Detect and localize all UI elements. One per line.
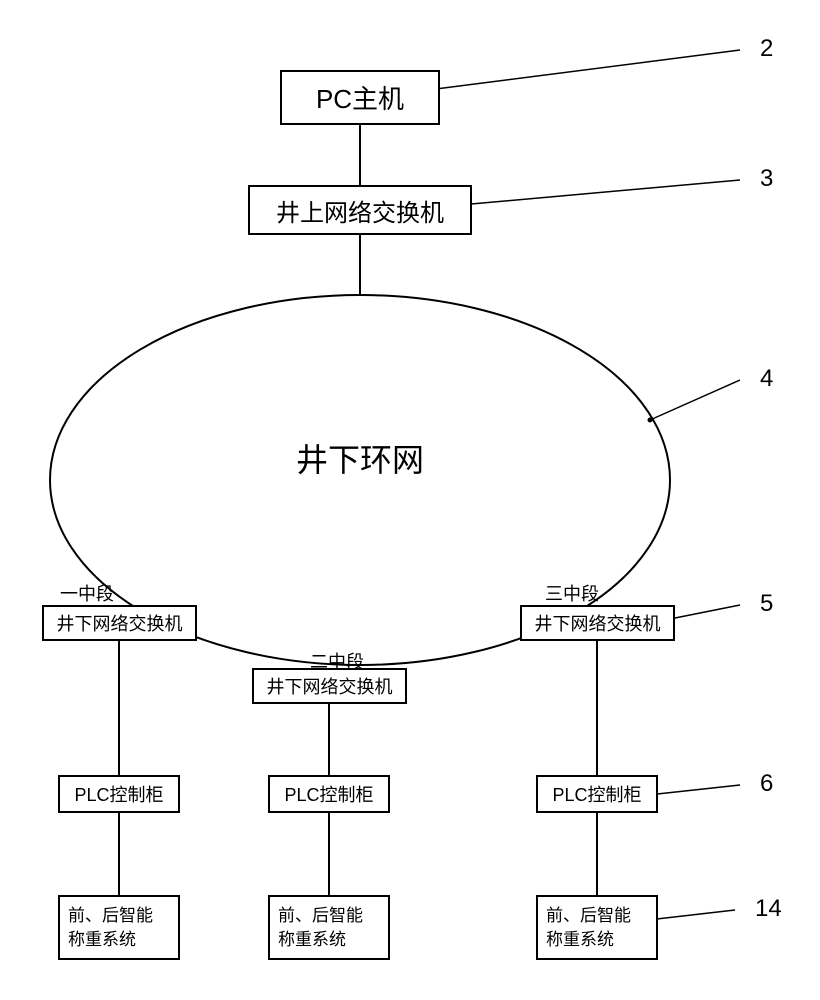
plc1-label: PLC控制柜 [74,781,163,807]
plc3-box: PLC控制柜 [536,775,658,813]
ring-network-label: 井下环网 [260,435,460,481]
callout-3: 3 [760,165,773,193]
weigh2-line2: 称重系统 [278,928,346,952]
switch2-box: 井下网络交换机 [252,668,407,704]
switch3-label: 井下网络交换机 [535,610,661,636]
weigh3-box: 前、后智能 称重系统 [536,895,658,960]
callout-2: 2 [760,35,773,63]
plc3-label: PLC控制柜 [552,781,641,807]
diagram-canvas [0,0,820,1000]
weigh1-line1: 前、后智能 [68,904,153,928]
callout-5: 5 [760,590,773,618]
weigh1-line2: 称重系统 [68,928,136,952]
callout-14: 14 [755,895,782,923]
surface-switch-box: 井上网络交换机 [248,185,472,235]
callout-4: 4 [760,365,773,393]
weigh1-box: 前、后智能 称重系统 [58,895,180,960]
callout-6: 6 [760,770,773,798]
pc-host-label: PC主机 [316,79,404,116]
section3-label: 三中段 [545,580,599,606]
plc2-box: PLC控制柜 [268,775,390,813]
plc1-box: PLC控制柜 [58,775,180,813]
section1-label: 一中段 [60,580,114,606]
surface-switch-label: 井上网络交换机 [276,193,444,228]
switch1-box: 井下网络交换机 [42,605,197,641]
weigh3-line2: 称重系统 [546,928,614,952]
switch2-label: 井下网络交换机 [267,673,393,699]
weigh2-box: 前、后智能 称重系统 [268,895,390,960]
switch3-box: 井下网络交换机 [520,605,675,641]
pc-host-box: PC主机 [280,70,440,125]
plc2-label: PLC控制柜 [284,781,373,807]
switch1-label: 井下网络交换机 [57,610,183,636]
weigh2-line1: 前、后智能 [278,904,363,928]
weigh3-line1: 前、后智能 [546,904,631,928]
